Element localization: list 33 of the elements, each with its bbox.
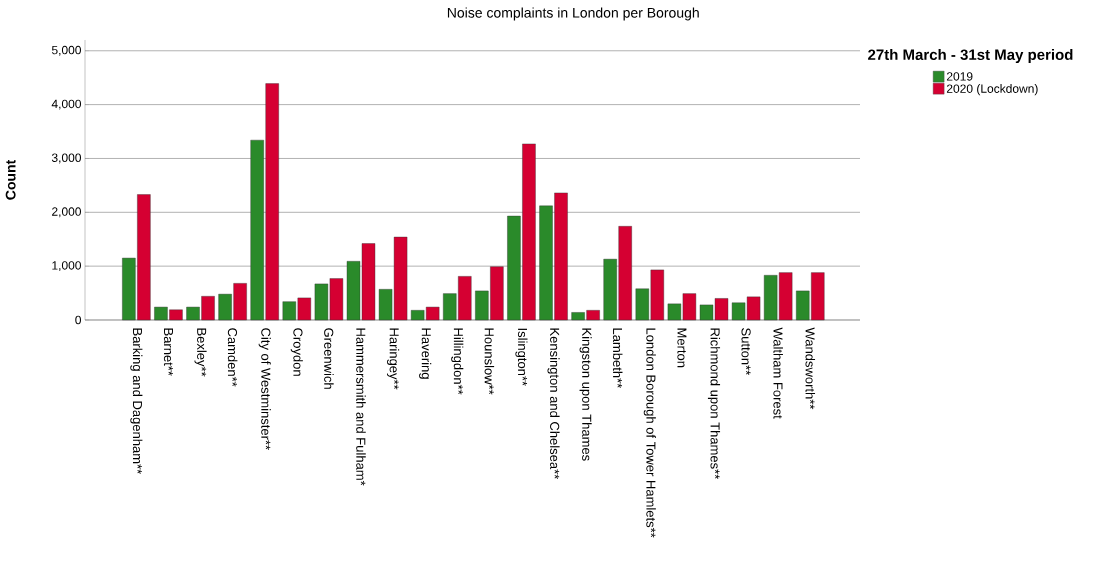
x-tick-label: Haringey**	[387, 328, 400, 390]
legend-title: 27th March - 31st May period	[868, 49, 1073, 63]
x-tick-label: Hammersmith and Fulham*	[356, 328, 366, 486]
x-tick-label: Lambeth**	[612, 328, 623, 389]
x-tick-label: Bexley**	[194, 328, 207, 377]
x-tick-label: Islington**	[515, 328, 528, 386]
x-tick-label: Barnet**	[163, 328, 173, 376]
y-tick-label: 0	[75, 315, 82, 325]
x-tick-label: Richmond upon Thames**	[707, 328, 721, 480]
x-tick-label: Kingston upon Thames	[579, 328, 592, 461]
y-tick-label: 4,000	[51, 99, 82, 110]
x-tick-label: London Borough of Tower Hamlets**	[643, 328, 656, 538]
y-tick-label: 1,000	[52, 261, 82, 272]
legend-label: 2020 (Lockdown)	[946, 84, 1038, 96]
x-tick-label: Hounslow**	[484, 328, 495, 395]
x-tick-label: Barking and Dagenham**	[130, 328, 143, 474]
legend-label: 2019	[946, 72, 973, 81]
x-tick-label: Wandsworth**	[805, 327, 816, 410]
y-tick-label: 5,000	[51, 45, 82, 56]
x-tick-label: Waltham Forest	[773, 327, 783, 419]
x-tick-label: Merton	[677, 328, 687, 368]
x-tick-label: Croydon	[290, 328, 303, 376]
y-axis-title: Count	[5, 159, 16, 200]
x-tick-label: Greenwich	[324, 328, 334, 389]
x-tick-label: Sutton**	[741, 328, 751, 376]
x-tick-label: Camden**	[227, 328, 238, 387]
y-tick-label: 2,000	[52, 207, 82, 218]
chart-title: Noise complaints in London per Borough	[447, 7, 699, 21]
x-tick-label: Havering	[419, 328, 432, 379]
x-tick-label: City of Westminster**	[258, 328, 271, 450]
x-tick-label: Kensington and Chelsea**	[547, 328, 560, 480]
x-tick-label: Hillingdon**	[451, 328, 464, 395]
y-tick-label: 3,000	[51, 153, 82, 164]
